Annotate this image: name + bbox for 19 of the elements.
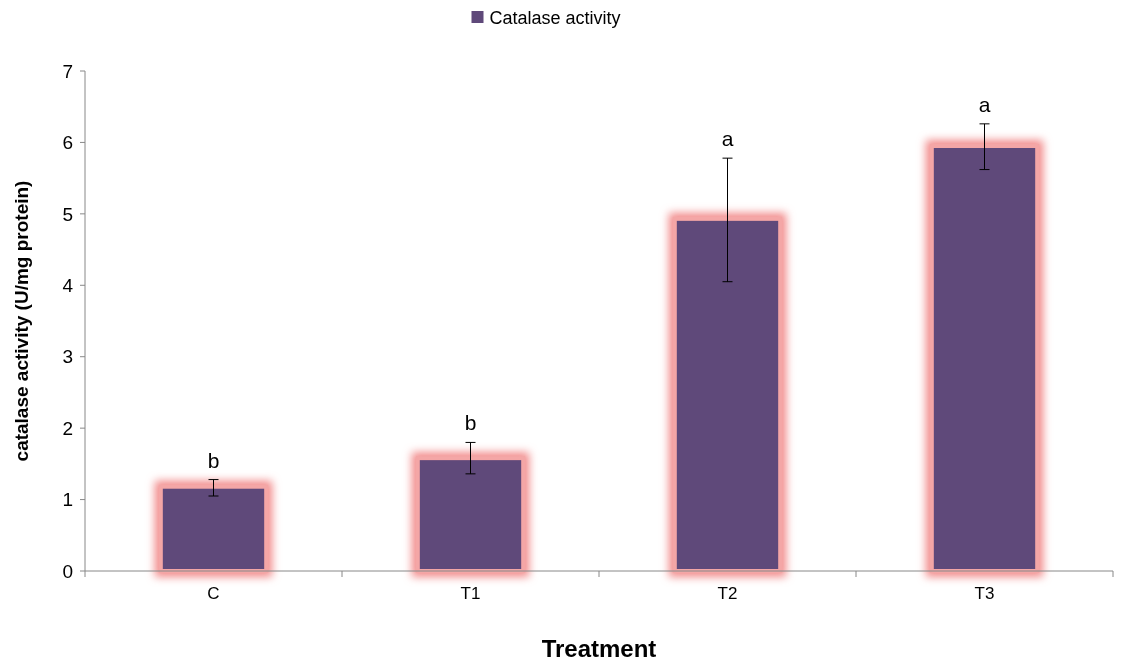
y-axis-title: catalase activity (U/mg protein) bbox=[11, 180, 32, 462]
x-tick-label: T3 bbox=[974, 584, 995, 603]
y-tick-label: 7 bbox=[62, 60, 73, 82]
y-tick-label: 5 bbox=[62, 203, 73, 225]
y-tick-label: 4 bbox=[62, 274, 74, 296]
x-tick-label: T2 bbox=[717, 584, 738, 603]
legend-label: Catalase activity bbox=[489, 8, 621, 29]
x-tick-label: C bbox=[207, 584, 220, 603]
y-tick-label: 1 bbox=[62, 489, 73, 511]
x-tick-label: T1 bbox=[460, 584, 481, 603]
annotation: a bbox=[721, 127, 734, 151]
x-axis-title: Treatment bbox=[541, 635, 657, 662]
annotation: a bbox=[978, 92, 991, 116]
y-tick-label: 6 bbox=[62, 132, 73, 154]
y-tick-label: 2 bbox=[62, 417, 73, 439]
y-tick-label: 3 bbox=[62, 346, 73, 368]
annotation: b bbox=[464, 411, 477, 435]
y-tick-label: 0 bbox=[62, 560, 73, 582]
annotation: b bbox=[207, 448, 220, 472]
